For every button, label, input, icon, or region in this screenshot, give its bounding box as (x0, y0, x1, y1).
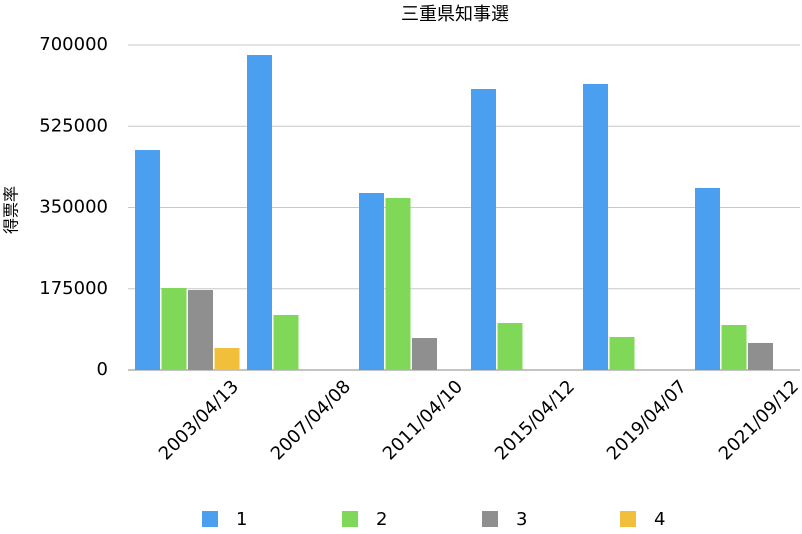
bar (609, 336, 635, 370)
y-tick-label: 350000 (39, 197, 108, 218)
legend-label: 4 (654, 509, 665, 530)
bar (135, 150, 160, 370)
y-tick-label: 0 (97, 359, 108, 380)
bar (721, 325, 747, 370)
y-axis-label: 得票率 (2, 186, 21, 234)
bar (385, 197, 411, 370)
bar (359, 193, 384, 370)
bar (247, 54, 272, 370)
bar (748, 342, 773, 370)
bar (695, 188, 720, 370)
chart-title: 三重県知事選 (401, 4, 509, 25)
x-tick-label: 2019/04/07 (603, 376, 691, 464)
x-tick-label: 2003/04/13 (155, 376, 243, 464)
x-tick-label: 2011/04/10 (379, 376, 467, 464)
y-tick-label: 525000 (39, 115, 108, 136)
legend-swatch (620, 511, 636, 527)
legend-label: 1 (236, 509, 247, 530)
bar (161, 288, 187, 370)
bar (214, 347, 240, 370)
y-tick-label: 700000 (39, 34, 108, 55)
legend-label: 2 (376, 509, 387, 530)
bar (412, 338, 437, 370)
y-tick-label: 175000 (39, 278, 108, 299)
legend-swatch (342, 511, 358, 527)
bar (273, 314, 299, 370)
x-tick-label: 2007/04/08 (267, 376, 355, 464)
bar (583, 84, 608, 370)
legend-swatch (482, 511, 498, 527)
bar (471, 89, 496, 370)
x-tick-label: 2021/09/12 (715, 376, 802, 464)
legend-label: 3 (516, 509, 527, 530)
x-tick-label: 2015/04/12 (491, 376, 579, 464)
legend-swatch (202, 511, 218, 527)
bar (188, 290, 213, 370)
bar (497, 323, 523, 370)
